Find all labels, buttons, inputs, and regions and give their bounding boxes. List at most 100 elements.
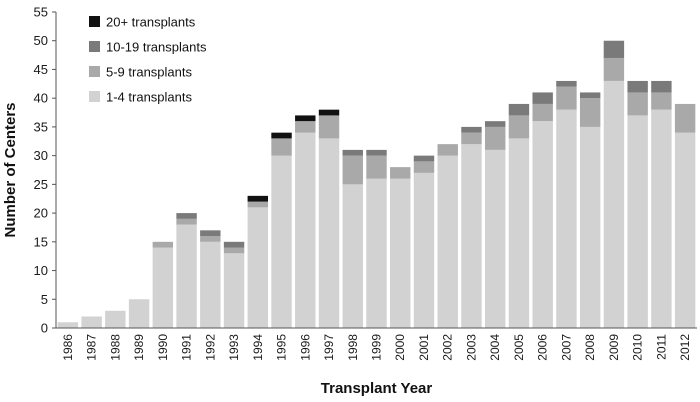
x-tick-label-2012: 2012 [678, 334, 692, 361]
bar-2001-5-9-transplants [413, 161, 435, 173]
bar-2001-10-19-transplants [413, 155, 435, 162]
legend-swatch-1-4-transplants [89, 91, 100, 102]
x-tick-label-2009: 2009 [607, 334, 621, 361]
bar-1998-1-4-transplants [342, 184, 363, 328]
y-axis-title: Number of Centers [2, 102, 19, 237]
bar-1996-1-4-transplants [295, 132, 316, 328]
bar-1993-5-9-transplants [223, 247, 245, 254]
bar-2005-10-19-transplants [508, 103, 530, 116]
y-tick-label-50: 50 [34, 33, 48, 48]
bar-2009-5-9-transplants [603, 57, 625, 81]
x-tick-label-1993: 1993 [227, 334, 241, 361]
bar-1998-5-9-transplants [342, 155, 363, 185]
bar-2002-5-9-transplants [437, 144, 458, 156]
x-tick-label-2004: 2004 [488, 334, 502, 361]
y-tick-label-25: 25 [34, 177, 48, 192]
x-tick-label-2005: 2005 [512, 334, 526, 361]
bar-1991-10-19-transplants [176, 213, 197, 219]
x-tick-label-2002: 2002 [441, 334, 455, 361]
legend-label-5-9-transplants: 5-9 transplants [106, 65, 192, 80]
bar-1991-5-9-transplants [176, 218, 197, 225]
x-tick-label-1995: 1995 [275, 334, 289, 361]
y-tick-label-35: 35 [34, 119, 48, 134]
bar-2007-5-9-transplants [556, 86, 577, 110]
x-tick-label-1999: 1999 [370, 334, 384, 361]
x-axis-title: Transplant Year [321, 380, 433, 397]
bar-1998-10-19-transplants [342, 149, 363, 156]
bar-2008-1-4-transplants [579, 126, 601, 328]
x-tick-label-1986: 1986 [61, 334, 75, 361]
legend-label-20-transplants: 20+ transplants [106, 15, 196, 30]
legend-swatch-20-transplants [89, 16, 100, 27]
bar-2012-5-9-transplants [674, 103, 696, 133]
bar-2003-5-9-transplants [461, 132, 482, 145]
y-tick-label-5: 5 [41, 292, 48, 307]
x-tick-label-2001: 2001 [417, 334, 431, 361]
x-tick-label-1990: 1990 [156, 334, 170, 361]
y-tick-label-10: 10 [34, 263, 48, 278]
bar-2003-10-19-transplants [461, 126, 482, 133]
bar-2006-5-9-transplants [532, 103, 553, 122]
bar-2007-1-4-transplants [556, 109, 577, 328]
x-tick-label-1989: 1989 [132, 334, 146, 361]
bar-2001-1-4-transplants [413, 172, 435, 328]
x-tick-label-1996: 1996 [298, 334, 312, 361]
bars-group [57, 40, 696, 328]
bar-2012-1-4-transplants [674, 132, 696, 328]
x-axis-ticks: 1986 1987 1988 1989 1990 1991 1992 1993 1994 1995… [61, 334, 692, 361]
bar-2000-5-9-transplants [390, 167, 411, 179]
bar-1999-1-4-transplants [366, 178, 387, 328]
bar-2011-1-4-transplants [651, 109, 672, 328]
x-tick-label-1988: 1988 [108, 334, 122, 361]
bar-2011-10-19-transplants [651, 80, 672, 93]
x-tick-label-2008: 2008 [583, 334, 597, 361]
x-tick-label-2003: 2003 [464, 334, 478, 361]
bar-1997-20-transplants [318, 109, 340, 116]
x-tick-label-2011: 2011 [654, 334, 668, 360]
bar-1990-1-4-transplants [152, 247, 174, 328]
x-tick-label-1991: 1991 [180, 334, 194, 361]
y-tick-label-30: 30 [34, 148, 48, 163]
y-axis-ticks: 0 5 10 15 20 25 30 35 40 45 50 55 [34, 5, 56, 336]
bar-2004-10-19-transplants [484, 121, 506, 127]
bar-1993-1-4-transplants [223, 253, 245, 328]
bar-1994-20-transplants [247, 195, 269, 202]
bar-2006-1-4-transplants [532, 121, 553, 328]
bar-1991-1-4-transplants [176, 224, 197, 328]
bar-1986-1-4-transplants [57, 322, 79, 328]
legend-swatch-10-19-transplants [89, 41, 100, 52]
bar-2004-1-4-transplants [484, 149, 506, 328]
bar-2002-1-4-transplants [437, 155, 458, 328]
legend-swatch-5-9-transplants [89, 66, 100, 77]
x-tick-label-2010: 2010 [631, 334, 645, 361]
bar-2000-1-4-transplants [390, 178, 411, 328]
bar-1997-5-9-transplants [318, 115, 340, 139]
bar-2008-5-9-transplants [579, 98, 601, 127]
bar-2010-1-4-transplants [627, 115, 648, 328]
x-tick-label-1994: 1994 [251, 334, 265, 361]
x-tick-label-2007: 2007 [559, 334, 573, 361]
bar-1997-1-4-transplants [318, 138, 340, 328]
x-tick-label-1998: 1998 [346, 334, 360, 361]
y-tick-label-55: 55 [34, 5, 48, 20]
bar-2011-5-9-transplants [651, 92, 672, 110]
bar-1992-10-19-transplants [200, 230, 221, 237]
bar-2005-1-4-transplants [508, 138, 530, 328]
legend-label-10-19-transplants: 10-19 transplants [106, 40, 207, 55]
bar-2009-10-19-transplants [603, 40, 625, 58]
bar-1993-10-19-transplants [223, 241, 245, 248]
legend-label-1-4-transplants: 1-4 transplants [106, 90, 192, 105]
bar-1999-5-9-transplants [366, 155, 387, 179]
bar-1992-1-4-transplants [200, 241, 221, 328]
bar-2009-1-4-transplants [603, 80, 625, 328]
bar-2008-10-19-transplants [579, 92, 601, 99]
bar-1992-5-9-transplants [200, 236, 221, 242]
bar-2010-5-9-transplants [627, 92, 648, 116]
bar-1996-20-transplants [295, 115, 316, 122]
bar-2010-10-19-transplants [627, 80, 648, 93]
bar-1990-5-9-transplants [152, 241, 174, 248]
bar-1996-5-9-transplants [295, 121, 316, 133]
y-tick-label-20: 20 [34, 206, 48, 221]
